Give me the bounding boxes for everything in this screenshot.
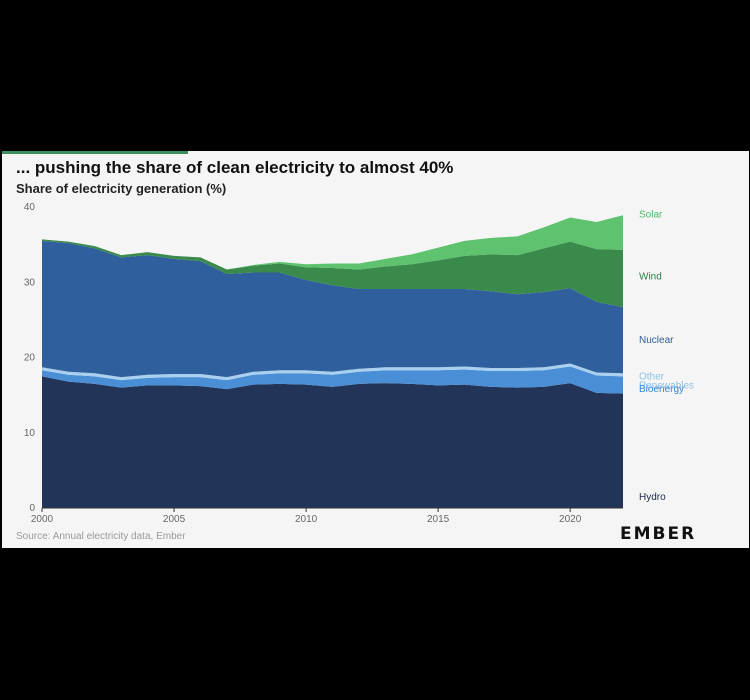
y-tick-label: 0 [29,503,35,514]
series-label-layer: Solar Wind Nuclear Other RenewablesBioenergy… [639,209,694,503]
chart-title: ... pushing the share of clean electrici… [16,158,454,177]
source-note: Source: Annual electricity data, Ember [16,531,186,542]
area-layer [42,215,623,508]
x-tick-label: 2020 [559,514,582,525]
area-solar [42,215,623,270]
y-tick-label: 10 [24,428,36,439]
area-wind [42,239,623,308]
axis-layer: 0 10 20 30 40 2000 2005 2010 2015 2020 [24,202,623,525]
y-tick-label: 40 [24,202,36,213]
y-tick-label: 20 [24,353,36,364]
x-tick-label: 2015 [427,514,450,525]
accent-line [2,151,188,154]
chart-subtitle: Share of electricity generation (%) [16,181,227,196]
x-tick-label: 2005 [163,514,186,525]
series-label-bioenergy: Bioenergy [639,384,684,395]
series-label-hydro: Hydro [639,492,666,503]
area-bioenergy [42,366,623,394]
area-hydro [42,376,623,508]
area-nuclear [42,240,623,378]
x-tick-label: 2000 [31,514,54,525]
ember-logo: EMBER [620,524,697,544]
series-label-wind: Wind [639,271,662,282]
series-label-other-renewables: Other Renewables [639,371,694,391]
x-tick-label: 2010 [295,514,318,525]
y-tick-label: 30 [24,277,36,288]
series-label-nuclear: Nuclear [639,335,674,346]
series-label-solar: Solar [639,209,663,220]
